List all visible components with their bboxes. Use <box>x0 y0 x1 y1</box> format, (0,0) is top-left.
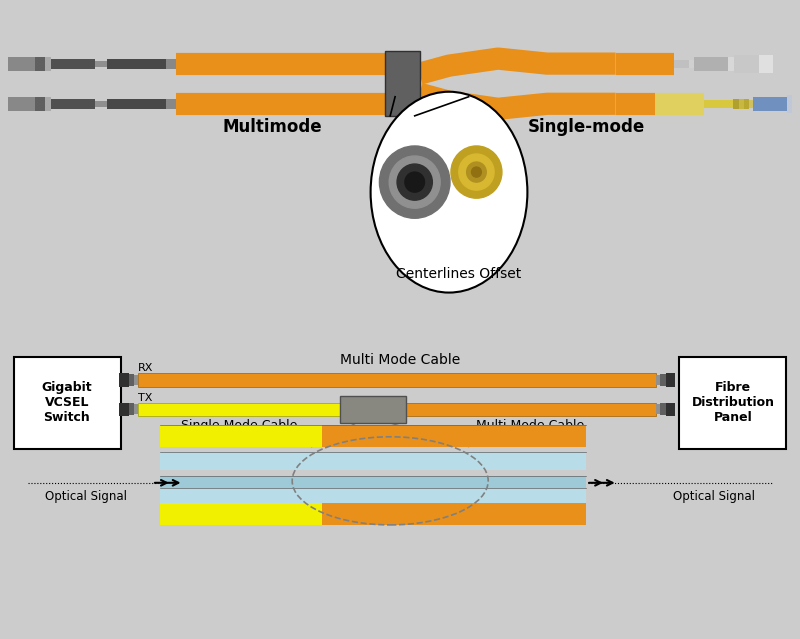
FancyBboxPatch shape <box>656 404 660 414</box>
FancyBboxPatch shape <box>674 59 689 68</box>
FancyBboxPatch shape <box>322 452 586 470</box>
FancyBboxPatch shape <box>322 476 586 489</box>
FancyBboxPatch shape <box>160 452 351 470</box>
Circle shape <box>397 164 432 200</box>
FancyBboxPatch shape <box>666 373 675 387</box>
FancyBboxPatch shape <box>322 504 586 525</box>
FancyBboxPatch shape <box>704 100 733 108</box>
FancyBboxPatch shape <box>35 96 46 111</box>
FancyBboxPatch shape <box>666 403 675 416</box>
FancyBboxPatch shape <box>160 504 351 525</box>
Text: RX: RX <box>138 363 154 373</box>
FancyBboxPatch shape <box>118 403 129 416</box>
FancyBboxPatch shape <box>660 403 666 415</box>
Text: Fibre
Distribution
Panel: Fibre Distribution Panel <box>692 381 774 424</box>
FancyBboxPatch shape <box>733 99 739 109</box>
FancyBboxPatch shape <box>51 99 95 109</box>
Text: Optical Signal: Optical Signal <box>673 490 754 503</box>
FancyBboxPatch shape <box>694 57 728 71</box>
FancyBboxPatch shape <box>160 476 351 489</box>
Circle shape <box>405 172 425 192</box>
FancyBboxPatch shape <box>107 59 166 68</box>
FancyBboxPatch shape <box>46 57 51 71</box>
FancyBboxPatch shape <box>734 54 758 73</box>
FancyBboxPatch shape <box>166 99 175 109</box>
FancyBboxPatch shape <box>8 57 35 71</box>
Text: Single-mode: Single-mode <box>527 118 645 136</box>
Circle shape <box>379 146 450 219</box>
FancyBboxPatch shape <box>118 373 129 387</box>
FancyBboxPatch shape <box>14 357 121 449</box>
Circle shape <box>471 167 482 177</box>
FancyBboxPatch shape <box>134 375 138 385</box>
Circle shape <box>451 146 502 198</box>
FancyBboxPatch shape <box>95 61 107 66</box>
FancyBboxPatch shape <box>138 373 656 387</box>
Circle shape <box>466 162 486 182</box>
FancyBboxPatch shape <box>660 374 666 386</box>
FancyBboxPatch shape <box>107 99 166 109</box>
FancyBboxPatch shape <box>753 96 787 111</box>
FancyBboxPatch shape <box>51 59 95 68</box>
FancyBboxPatch shape <box>322 425 586 447</box>
Text: Multimode: Multimode <box>222 118 322 136</box>
FancyBboxPatch shape <box>679 357 786 449</box>
Text: Optical Signal: Optical Signal <box>46 490 127 503</box>
Text: Gigabit
VCSEL
Switch: Gigabit VCSEL Switch <box>42 381 92 424</box>
FancyBboxPatch shape <box>739 99 744 109</box>
FancyBboxPatch shape <box>322 488 586 505</box>
Ellipse shape <box>370 92 527 293</box>
FancyBboxPatch shape <box>35 57 46 71</box>
Text: Multi Mode Cable: Multi Mode Cable <box>340 353 460 367</box>
FancyBboxPatch shape <box>129 374 134 386</box>
FancyBboxPatch shape <box>744 99 749 109</box>
FancyBboxPatch shape <box>95 101 107 107</box>
FancyBboxPatch shape <box>787 95 792 113</box>
FancyBboxPatch shape <box>160 488 351 505</box>
FancyBboxPatch shape <box>138 403 341 416</box>
Text: TX: TX <box>138 392 153 403</box>
Circle shape <box>459 154 494 190</box>
FancyBboxPatch shape <box>340 396 406 423</box>
Text: Single Mode Cable: Single Mode Cable <box>181 419 298 431</box>
Circle shape <box>390 156 440 208</box>
Text: Centerlines Offset: Centerlines Offset <box>396 268 522 282</box>
FancyBboxPatch shape <box>758 54 774 73</box>
FancyBboxPatch shape <box>728 57 734 71</box>
FancyBboxPatch shape <box>166 59 175 68</box>
FancyBboxPatch shape <box>386 50 419 116</box>
FancyBboxPatch shape <box>129 403 134 415</box>
FancyBboxPatch shape <box>689 59 694 68</box>
FancyBboxPatch shape <box>405 403 656 416</box>
FancyBboxPatch shape <box>749 100 753 108</box>
FancyBboxPatch shape <box>8 96 35 111</box>
Text: Multi Mode Cable: Multi Mode Cable <box>476 419 585 431</box>
FancyBboxPatch shape <box>160 425 351 447</box>
FancyBboxPatch shape <box>656 375 660 385</box>
FancyBboxPatch shape <box>46 96 51 111</box>
FancyBboxPatch shape <box>134 404 138 414</box>
